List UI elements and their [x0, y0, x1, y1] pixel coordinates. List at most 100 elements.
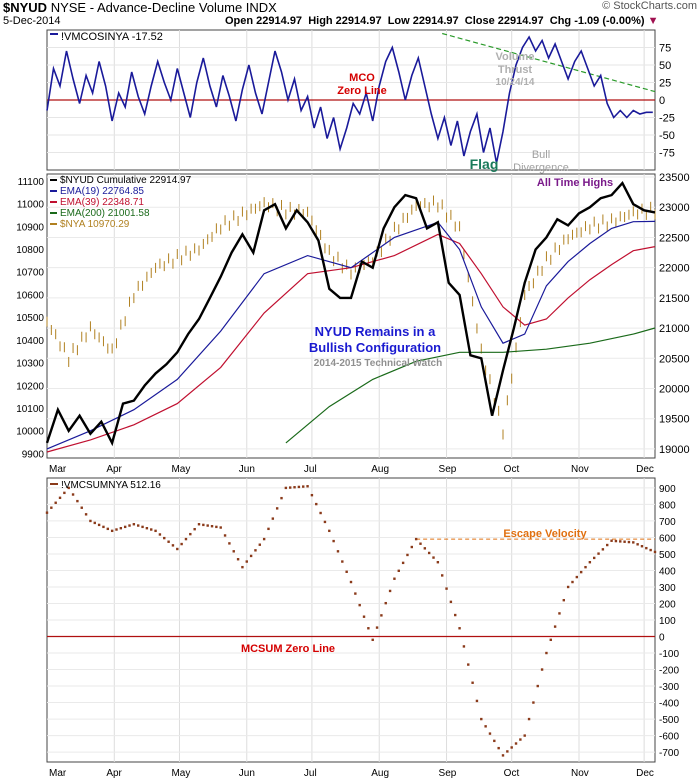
mcsum-dot — [232, 550, 235, 553]
close: Close 22914.97 — [464, 15, 544, 27]
mid-legend-swatch — [50, 212, 57, 214]
mcsum-dot — [197, 523, 201, 526]
bot-tick-label: 400 — [659, 566, 676, 577]
month-label-mid: Nov — [571, 464, 589, 475]
mcsum-dot — [532, 701, 535, 704]
ema-line — [46, 220, 656, 450]
mcsum-dot — [310, 493, 314, 497]
mid-left-tick-label: 10800 — [16, 245, 44, 256]
mcsum-dot — [132, 523, 136, 526]
mcsum-dot — [484, 725, 487, 728]
mid-legend-swatch — [50, 179, 57, 181]
top-tick-label: 0 — [659, 95, 665, 107]
change: Chg -1.09 (-0.00%) — [549, 15, 645, 27]
mcsum-dot — [380, 614, 383, 617]
mco-line — [46, 35, 653, 164]
bull-divergence-label-2: Divergence — [513, 162, 569, 174]
mcsum-dot — [614, 539, 618, 543]
mcsum-dot — [328, 529, 331, 533]
mcsum-dot — [575, 575, 579, 579]
mcsum-dot — [571, 580, 574, 584]
down-arrow-icon: ▼ — [647, 15, 659, 27]
mid-legend-label: EMA(39) 22348.71 — [60, 197, 144, 208]
mcsum-dot — [566, 585, 570, 589]
mcsum-dot — [606, 543, 609, 547]
description: NYSE - Advance-Decline Volume INDX — [50, 0, 277, 15]
mcsum-dot — [488, 732, 492, 735]
mcsum-dot — [110, 529, 114, 533]
mcsum-dot — [293, 486, 296, 489]
mcsum-dot — [258, 543, 261, 546]
ema-line — [46, 233, 656, 453]
mcsum-dot — [601, 548, 605, 551]
panel-frame-mid — [46, 173, 656, 459]
mcsum-dot — [336, 550, 340, 553]
bot-tick-label: -600 — [659, 732, 679, 743]
bot-tick-label: -100 — [659, 649, 679, 660]
mid-right-tick-label: 21500 — [659, 293, 690, 305]
mcsum-dot — [549, 638, 552, 642]
mco-trendline — [442, 32, 656, 93]
mid-right-tick-label: 19500 — [659, 414, 690, 426]
mcsum-dot — [562, 598, 565, 602]
mco-label: MCO — [349, 72, 375, 84]
mcsum-dot — [536, 684, 539, 688]
mcsum-dot — [432, 556, 435, 559]
mcsum-dot — [436, 561, 440, 564]
mcsum-dot — [467, 663, 470, 666]
mcsum-dot — [115, 528, 118, 531]
mid-right-tick-label: 20500 — [659, 353, 690, 365]
mcsum-dot — [454, 613, 457, 617]
mcsum-dot — [297, 485, 301, 489]
mcsum-dot — [458, 627, 461, 630]
mcsum-dot — [210, 525, 214, 528]
month-label-bot: May — [171, 768, 190, 779]
mcsum-dot — [636, 543, 639, 546]
top-tick-label: 75 — [659, 43, 671, 55]
bullish-config-label-2: Bullish Configuration — [309, 340, 441, 355]
mcsum-dot — [593, 556, 596, 560]
mcsum-dot — [640, 545, 644, 548]
bot-tick-label: 0 — [659, 633, 665, 644]
volume-thrust-label-2: Thrust — [498, 64, 533, 76]
mcsum-dot — [406, 553, 409, 557]
mcsum-dot — [302, 485, 305, 488]
mcsum-dot — [97, 523, 101, 527]
mcsum-dot — [423, 547, 427, 550]
mcsum-legend-swatch — [50, 483, 58, 485]
bot-tick-label: -700 — [659, 748, 679, 759]
escape-velocity-label: Escape Velocity — [503, 528, 587, 540]
mcsum-dot — [58, 496, 62, 500]
mcsum-dot — [649, 548, 652, 552]
mcsum-dot — [545, 651, 548, 655]
mid-legend-label: $NYA 10970.29 — [60, 219, 130, 230]
month-label-mid: Apr — [106, 464, 122, 475]
mcsum-dot — [249, 554, 253, 558]
mid-left-tick-label: 10300 — [16, 359, 44, 370]
bot-tick-label: -400 — [659, 699, 679, 710]
mcsum-dot — [106, 527, 109, 531]
volume-thrust-label-3: 10/24/14 — [496, 77, 535, 88]
mcsum-dot — [228, 542, 231, 545]
mco-legend-swatch — [50, 33, 58, 35]
bull-divergence-label-1: Bull — [532, 149, 550, 161]
mcsum-dot — [384, 601, 387, 605]
mcsum-dot — [579, 570, 583, 574]
month-label-bot: Jul — [304, 768, 317, 779]
bot-tick-label: -500 — [659, 715, 679, 726]
month-label-bot: Sep — [439, 768, 457, 779]
open: Open 22914.97 — [225, 15, 303, 27]
mcsum-zero-line-label: MCSUM Zero Line — [241, 643, 335, 655]
mcsum-dot — [441, 574, 444, 577]
mcsum-dot — [50, 506, 53, 509]
mcsum-dot — [284, 486, 288, 490]
mcsum-dot — [527, 717, 531, 721]
copyright: © StockCharts.com — [602, 0, 697, 12]
mcsum-dot — [102, 525, 105, 529]
mcsum-dot — [410, 545, 413, 549]
mcsum-dot — [315, 502, 318, 506]
bot-tick-label: 100 — [659, 616, 676, 627]
mcsum-dot — [445, 587, 448, 590]
mcsum-dot — [627, 540, 631, 544]
